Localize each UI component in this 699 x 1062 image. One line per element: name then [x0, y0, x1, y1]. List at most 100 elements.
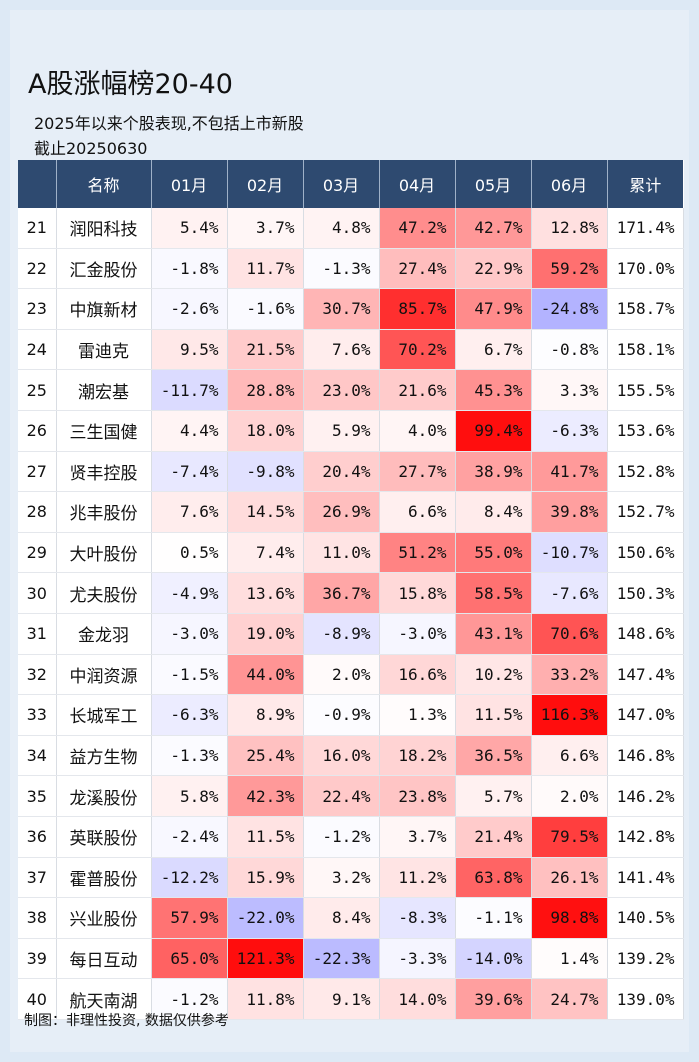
stock-name-cell: 霍普股份 [56, 857, 152, 899]
monthly-change-cell: -2.6% [151, 288, 228, 330]
rank-cell: 30 [18, 572, 57, 614]
cumulative-change-cell: 152.7% [607, 491, 684, 533]
cumulative-change-cell: 147.4% [607, 654, 684, 696]
table-row: 26 三生国健 4.4% 18.0% 5.9% 4.0% 99.4% -6.3% 153.6% [18, 410, 684, 452]
column-header-apr: 04月 [379, 160, 456, 208]
monthly-change-cell: -22.0% [227, 897, 304, 939]
column-header-name: 名称 [56, 160, 152, 208]
monthly-change-cell: 70.2% [379, 329, 456, 371]
table-row: 34 益方生物 -1.3% 25.4% 16.0% 18.2% 36.5% 6.6% 146.8… [18, 735, 684, 777]
rank-cell: 40 [18, 978, 57, 1020]
header-row: 名称 01月 02月 03月 04月 05月 06月 累计 [18, 160, 683, 208]
monthly-change-cell: 6.7% [455, 329, 532, 371]
cumulative-change-cell: 150.6% [607, 532, 684, 574]
monthly-change-cell: 47.9% [455, 288, 532, 330]
cumulative-change-cell: 141.4% [607, 857, 684, 899]
monthly-change-cell: -1.3% [303, 248, 380, 290]
table-row: 28 兆丰股份 7.6% 14.5% 26.9% 6.6% 8.4% 39.8% 152.7% [18, 491, 684, 533]
column-header-mar: 03月 [303, 160, 380, 208]
monthly-change-cell: -11.7% [151, 369, 228, 411]
table-row: 38 兴业股份 57.9% -22.0% 8.4% -8.3% -1.1% 98.8% 140.… [18, 897, 684, 939]
monthly-change-cell: 58.5% [455, 572, 532, 614]
monthly-change-cell: -6.3% [531, 410, 608, 452]
table-row: 31 金龙羽 -3.0% 19.0% -8.9% -3.0% 43.1% 70.6% 148.6… [18, 613, 684, 655]
cumulative-change-cell: 148.6% [607, 613, 684, 655]
monthly-change-cell: 5.4% [151, 208, 228, 249]
table-row: 23 中旗新材 -2.6% -1.6% 30.7% 85.7% 47.9% -24.8% 158… [18, 288, 684, 330]
table-row: 32 中润资源 -1.5% 44.0% 2.0% 16.6% 10.2% 33.2% 147.4… [18, 654, 684, 696]
monthly-change-cell: 2.0% [531, 775, 608, 817]
table-row: 36 英联股份 -2.4% 11.5% -1.2% 3.7% 21.4% 79.5% 142.8… [18, 816, 684, 858]
table-row: 27 贤丰控股 -7.4% -9.8% 20.4% 27.7% 38.9% 41.7% 152.… [18, 451, 684, 493]
monthly-change-cell: 51.2% [379, 532, 456, 574]
monthly-change-cell: -0.9% [303, 694, 380, 736]
monthly-change-cell: 7.4% [227, 532, 304, 574]
monthly-change-cell: 10.2% [455, 654, 532, 696]
monthly-change-cell: 3.3% [531, 369, 608, 411]
monthly-change-cell: 57.9% [151, 897, 228, 939]
footer-credit: 制图：非理性投资, 数据仅供参考 [24, 1013, 229, 1029]
stock-name-cell: 雷迪克 [56, 329, 152, 371]
monthly-change-cell: 4.0% [379, 410, 456, 452]
monthly-change-cell: -8.9% [303, 613, 380, 655]
monthly-change-cell: -8.3% [379, 897, 456, 939]
monthly-change-cell: -6.3% [151, 694, 228, 736]
monthly-change-cell: 9.5% [151, 329, 228, 371]
table-row: 39 每日互动 65.0% 121.3% -22.3% -3.3% -14.0% 1.4% 13… [18, 938, 684, 980]
monthly-change-cell: -1.6% [227, 288, 304, 330]
monthly-change-cell: 65.0% [151, 938, 228, 980]
monthly-change-cell: 11.8% [227, 978, 304, 1020]
table-body: 21 润阳科技 5.4% 3.7% 4.8% 47.2% 42.7% 12.8% 171.4% 2… [18, 208, 684, 1020]
stock-name-cell: 兴业股份 [56, 897, 152, 939]
monthly-change-cell: 85.7% [379, 288, 456, 330]
stock-name-cell: 兆丰股份 [56, 491, 152, 533]
stock-name-cell: 汇金股份 [56, 248, 152, 290]
monthly-change-cell: 26.1% [531, 857, 608, 899]
cumulative-change-cell: 150.3% [607, 572, 684, 614]
monthly-change-cell: 6.6% [379, 491, 456, 533]
monthly-change-cell: 38.9% [455, 451, 532, 493]
monthly-change-cell: 0.5% [151, 532, 228, 574]
monthly-change-cell: 14.5% [227, 491, 304, 533]
monthly-change-cell: -1.3% [151, 735, 228, 777]
subtitle: 2025年以来个股表现,不包括上市新股 [34, 114, 304, 133]
monthly-change-cell: 121.3% [227, 938, 304, 980]
table-row: 33 长城军工 -6.3% 8.9% -0.9% 1.3% 11.5% 116.3% 147.0… [18, 694, 684, 736]
monthly-change-cell: 39.6% [455, 978, 532, 1020]
cumulative-change-cell: 140.5% [607, 897, 684, 939]
cumulative-change-cell: 170.0% [607, 248, 684, 290]
table-row: 30 尤夫股份 -4.9% 13.6% 36.7% 15.8% 58.5% -7.6% 150.… [18, 572, 684, 614]
monthly-change-cell: 7.6% [303, 329, 380, 371]
monthly-change-cell: 11.5% [227, 816, 304, 858]
rank-cell: 23 [18, 288, 57, 330]
monthly-change-cell: 25.4% [227, 735, 304, 777]
monthly-change-cell: 4.8% [303, 208, 380, 249]
monthly-change-cell: 8.4% [303, 897, 380, 939]
rank-cell: 27 [18, 451, 57, 493]
monthly-change-cell: 99.4% [455, 410, 532, 452]
stock-name-cell: 英联股份 [56, 816, 152, 858]
stock-name-cell: 中润资源 [56, 654, 152, 696]
rank-cell: 32 [18, 654, 57, 696]
rank-cell: 37 [18, 857, 57, 899]
stock-name-cell: 贤丰控股 [56, 451, 152, 493]
monthly-change-cell: 19.0% [227, 613, 304, 655]
column-header-feb: 02月 [227, 160, 304, 208]
monthly-change-cell: -10.7% [531, 532, 608, 574]
rank-cell: 34 [18, 735, 57, 777]
monthly-change-cell: -0.8% [531, 329, 608, 371]
monthly-change-cell: 23.8% [379, 775, 456, 817]
rank-cell: 31 [18, 613, 57, 655]
cumulative-change-cell: 146.8% [607, 735, 684, 777]
monthly-change-cell: 11.0% [303, 532, 380, 574]
monthly-change-cell: 26.9% [303, 491, 380, 533]
rank-cell: 36 [18, 816, 57, 858]
monthly-change-cell: 16.0% [303, 735, 380, 777]
stock-name-cell: 润阳科技 [56, 208, 152, 249]
stock-name-cell: 每日互动 [56, 938, 152, 980]
stock-name-cell: 航天南湖 [56, 978, 152, 1020]
monthly-change-cell: 11.2% [379, 857, 456, 899]
monthly-change-cell: 16.6% [379, 654, 456, 696]
monthly-change-cell: 2.0% [303, 654, 380, 696]
monthly-change-cell: 41.7% [531, 451, 608, 493]
